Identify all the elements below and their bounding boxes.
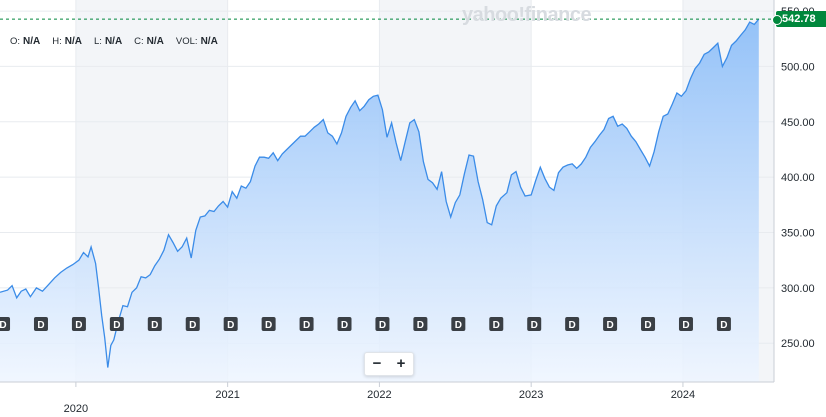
open-label: O: [10,36,21,47]
dividend-marker-box [71,317,86,331]
dividend-marker-label: D [493,320,500,331]
close-value: N/A [146,36,164,47]
dividend-marker-label: D [644,320,651,331]
open-value: N/A [23,36,41,47]
dividend-marker-box [641,317,656,331]
dividend-marker-box [0,317,11,331]
dividend-marker-box [109,317,124,331]
volume-value: N/A [200,36,218,47]
y-axis-labels: 250.00300.00350.00400.00450.00500.00550.… [781,6,815,350]
dividend-marker-box [451,317,466,331]
yahoo-finance-watermark: yahoo!finance [462,4,592,26]
dividend-marker[interactable]: D [299,317,314,331]
dividend-marker-box [223,317,238,331]
dividend-marker[interactable]: D [527,317,542,331]
dividend-marker[interactable]: D [413,317,428,331]
dividend-marker[interactable]: D [716,317,731,331]
dividend-marker[interactable]: D [223,317,238,331]
high-label: H: [52,36,62,47]
last-price-badge: 542.78 [772,11,826,28]
dividend-marker-box [565,317,580,331]
y-tick-label: 450.00 [781,117,815,129]
x-tick-label: 2024 [671,389,695,401]
dividend-marker-label: D [531,320,538,331]
dividend-marker-box [299,317,314,331]
dividend-marker-box [716,317,731,331]
x-tick-label: 2020 [64,403,88,415]
dividend-marker-label: D [720,320,727,331]
zoom-controls: − + [364,352,414,376]
x-tick-label: 2022 [367,389,391,401]
dividend-marker[interactable]: D [261,317,276,331]
ohlc-readout: O: N/A H: N/A L: N/A C: N/A VOL: N/A [10,36,230,47]
dividend-marker-label: D [227,320,234,331]
y-tick-label: 300.00 [781,283,815,295]
dividend-marker-label: D [606,320,613,331]
dividend-marker-box [489,317,504,331]
low-label: L: [94,36,102,47]
y-tick-label: 400.00 [781,172,815,184]
close-label: C: [134,36,144,47]
dividend-marker-box [185,317,200,331]
dividend-marker-box [33,317,48,331]
dividend-marker[interactable]: D [109,317,124,331]
x-tick-label: 2023 [519,389,543,401]
dividend-marker-box [527,317,542,331]
low-value: N/A [104,36,123,47]
dividend-marker[interactable]: D [489,317,504,331]
x-axis-labels: 2020 2021 2022 2023 2024 [64,389,696,415]
dividend-marker-label: D [75,320,82,331]
dividend-marker-label: D [303,320,310,331]
dividend-marker-label: D [0,320,7,331]
dividend-marker-label: D [265,320,272,331]
dividend-marker-label: D [569,320,576,331]
dividend-marker[interactable]: D [565,317,580,331]
dividend-marker-label: D [189,320,196,331]
dividend-marker-label: D [682,320,689,331]
dividend-marker[interactable]: D [603,317,618,331]
dividend-marker[interactable]: D [678,317,693,331]
dividend-marker[interactable]: D [0,317,11,331]
x-tick-label: 2021 [215,389,239,401]
dividend-marker[interactable]: D [641,317,656,331]
price-line [0,18,760,368]
zoom-out-button[interactable]: − [372,355,382,372]
price-area-fill [0,19,759,382]
dividend-marker[interactable]: D [375,317,390,331]
dividend-marker[interactable]: D [71,317,86,331]
dividend-marker-box [147,317,162,331]
dividend-marker-box [413,317,428,331]
year-bands [75,0,774,382]
volume-label: VOL: [175,36,198,47]
dividend-marker[interactable]: D [147,317,162,331]
dividend-marker-box [375,317,390,331]
dividend-marker[interactable]: D [451,317,466,331]
dividend-marker-box [261,317,276,331]
y-tick-label: 350.00 [781,228,815,240]
y-tick-label: 250.00 [781,338,815,350]
dividend-marker[interactable]: D [185,317,200,331]
dividend-marker-label: D [151,320,158,331]
dividend-marker-label: D [455,320,462,331]
y-tick-label: 500.00 [781,61,815,73]
last-price-value: 542.78 [782,13,816,26]
dividend-marker-box [337,317,352,331]
dividend-marker[interactable]: D [337,317,352,331]
dividend-marker-label: D [37,320,44,331]
dividend-marker-label: D [417,320,424,331]
zoom-in-button[interactable]: + [396,355,406,372]
dividend-marker-label: D [379,320,386,331]
dividend-marker[interactable]: D [33,317,48,331]
dividend-marker-box [678,317,693,331]
high-value: N/A [64,36,82,47]
dividend-marker-label: D [113,320,120,331]
dividend-marker-box [603,317,618,331]
last-price-dot [772,15,782,26]
dividend-marker-label: D [341,320,348,331]
